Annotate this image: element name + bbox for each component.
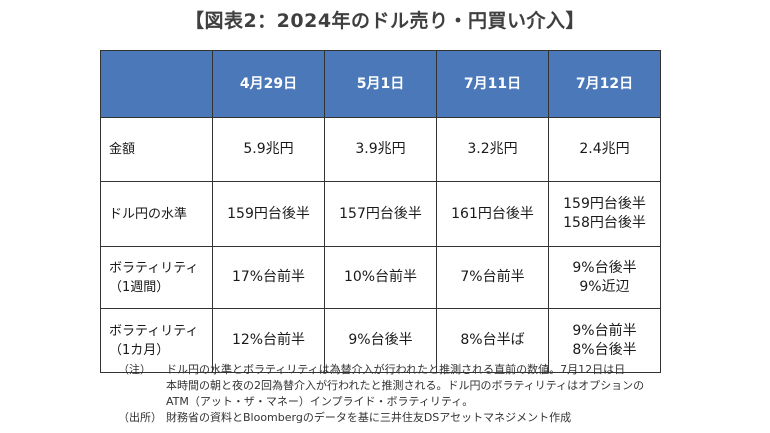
note-text: 財務省の資料とBloombergのデータを基に三井住友DSアセットマネジメント作… [166,410,678,426]
row-label-volatility-1w: ボラティリティ （1週間） [100,246,213,309]
footnotes: （注） ドル円の水準とボラティリティは為替介入が行われたと推測される直前の数値。… [118,362,678,426]
intervention-table: 4月29日 5月1日 7月11日 7月12日 金額 5.9兆円 3.9兆円 3.… [100,50,661,373]
cell-text: 161円台後半 [451,205,534,222]
table-cell: 8%台半ば [436,308,549,373]
cell-text: 7%台前半 [460,269,525,285]
row-label-amount: 金額 [100,117,213,182]
note-source: （出所） 財務省の資料とBloombergのデータを基に三井住友DSアセットマネ… [118,410,678,426]
note-line: 本時間の朝と夜の2回為替介入が行われたと推測される。ドル円のボラティリティはオプ… [166,379,645,392]
header-cell-empty [100,50,213,118]
table-cell: 12%台前半 [212,308,325,373]
table-row: ボラティリティ （1週間） 17%台前半 10%台前半 7%台前半 9%台後半 … [100,246,661,309]
note-tag: （注） [118,363,151,376]
header-cell-apr29: 4月29日 [212,50,325,118]
table-cell: 9%台後半 9%近辺 [548,246,661,309]
table-cell: 17%台前半 [212,246,325,309]
page-title: 【図表2：2024年のドル売り・円買い介入】 [184,10,586,32]
table-cell: 7%台前半 [436,246,549,309]
note-line: ドル円の水準とボラティリティは為替介入が行われたと推測される直前の数値。7月12… [166,363,626,376]
cell-text: 10%台前半 [343,269,418,285]
header-cell-jul12: 7月12日 [548,50,661,118]
cell-text: 159円台後半 [227,205,310,222]
cell-text: 3.9兆円 [355,141,406,157]
cell-text: 9%台後半 [348,332,413,348]
table-cell: 5.9兆円 [212,117,325,182]
table-row: ドル円の水準 159円台後半 157円台後半 161円台後半 159円台後半 1… [100,181,661,247]
table-row: 金額 5.9兆円 3.9兆円 3.2兆円 2.4兆円 [100,117,661,182]
cell-text: 9%台後半 [572,259,637,276]
cell-text: 2.4兆円 [579,141,630,157]
note-line: 財務省の資料とBloombergのデータを基に三井住友DSアセットマネジメント作… [166,411,572,424]
row-label-text: ドル円の水準 [109,206,188,222]
row-label-usdjpy-level: ドル円の水準 [100,181,213,247]
header-cell-may1: 5月1日 [324,50,437,118]
cell-text: 17%台前半 [231,269,306,285]
note-tag: （出所） [118,411,162,424]
row-label-text: 金額 [109,142,136,157]
cell-text: 12%台前半 [231,332,306,348]
note-remark: （注） ドル円の水準とボラティリティは為替介入が行われたと推測される直前の数値。… [118,362,678,410]
cell-text: 8%台半ば [460,332,525,348]
cell-text: 3.2兆円 [467,141,518,157]
table-cell: 157円台後半 [324,181,437,247]
row-label-text: ボラティリティ [109,260,199,276]
table-cell: 159円台後半 [212,181,325,247]
table-cell: 159円台後半 158円台後半 [548,181,661,247]
header-cell-jul11: 7月11日 [436,50,549,118]
row-label-text: ボラティリティ [109,323,199,339]
row-label-subtext: （1週間） [109,279,170,295]
table-cell: 161円台後半 [436,181,549,247]
table-cell: 10%台前半 [324,246,437,309]
cell-text: 9%台前半 [572,322,637,339]
cell-text: 9%近辺 [579,278,630,295]
note-text: ドル円の水準とボラティリティは為替介入が行われたと推測される直前の数値。7月12… [166,362,678,410]
table-cell: 3.9兆円 [324,117,437,182]
table-cell: 9%台前半 8%台後半 [548,308,661,373]
table-header-row: 4月29日 5月1日 7月11日 7月12日 [100,50,661,118]
note-line: ATM（アット・ザ・マネー）インプライド・ボラティリティ。 [166,395,474,408]
row-label-volatility-1m: ボラティリティ （1カ月） [100,308,213,373]
table-cell: 2.4兆円 [548,117,661,182]
cell-text: 5.9兆円 [243,141,294,157]
table-cell: 9%台後半 [324,308,437,373]
cell-text: 159円台後半 [563,196,646,212]
table-row: ボラティリティ （1カ月） 12%台前半 9%台後半 8%台半ば 9%台前半 8… [100,308,661,373]
table-cell: 3.2兆円 [436,117,549,182]
cell-text: 158円台後半 [563,215,646,231]
cell-text: 157円台後半 [339,205,422,222]
row-label-subtext: （1カ月） [109,342,170,358]
cell-text: 8%台後半 [572,341,637,358]
